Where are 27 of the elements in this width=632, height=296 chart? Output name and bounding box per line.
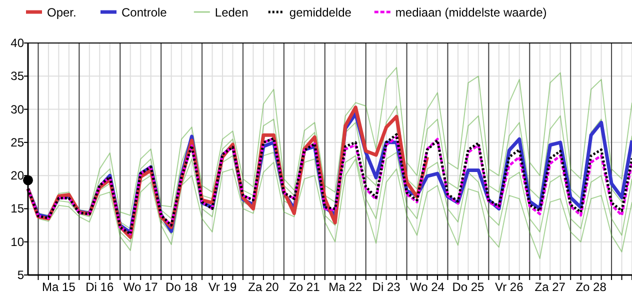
x-tick-label: Ma 15 <box>42 280 76 294</box>
legend-label: Oper. <box>47 6 76 20</box>
x-tick-label: Za 20 <box>248 280 280 294</box>
legend-label: mediaan (middelste waarde) <box>395 6 547 20</box>
y-tick-label: 30 <box>10 102 24 116</box>
x-tick-label: Vr 19 <box>208 280 237 294</box>
y-tick-label: 25 <box>10 135 24 150</box>
y-tick-label: 40 <box>10 36 24 50</box>
x-tick-label: Zo 21 <box>289 280 320 294</box>
y-tick-label: 35 <box>10 69 24 84</box>
y-tick-label: 15 <box>10 202 24 216</box>
x-tick-label: Do 18 <box>166 280 198 294</box>
x-tick-label: Wo 17 <box>123 280 158 294</box>
y-tick-label: 10 <box>10 234 24 249</box>
y-tick-label: 5 <box>17 268 24 282</box>
legend-label: Controle <box>122 6 168 20</box>
x-tick-label: Ma 22 <box>328 280 362 294</box>
legend-label: Leden <box>214 6 248 20</box>
x-tick-label: Do 25 <box>452 280 485 294</box>
x-tick-label: Di 16 <box>86 280 114 294</box>
x-tick-label: Di 23 <box>372 280 401 294</box>
x-tick-label: Wo 24 <box>410 280 445 294</box>
x-tick-label: Za 27 <box>534 280 566 294</box>
x-tick-label: Zo 28 <box>576 280 607 294</box>
x-tick-label: Vr 26 <box>495 280 524 294</box>
legend-label: gemiddelde <box>289 6 352 20</box>
y-tick-label: 20 <box>10 168 24 183</box>
